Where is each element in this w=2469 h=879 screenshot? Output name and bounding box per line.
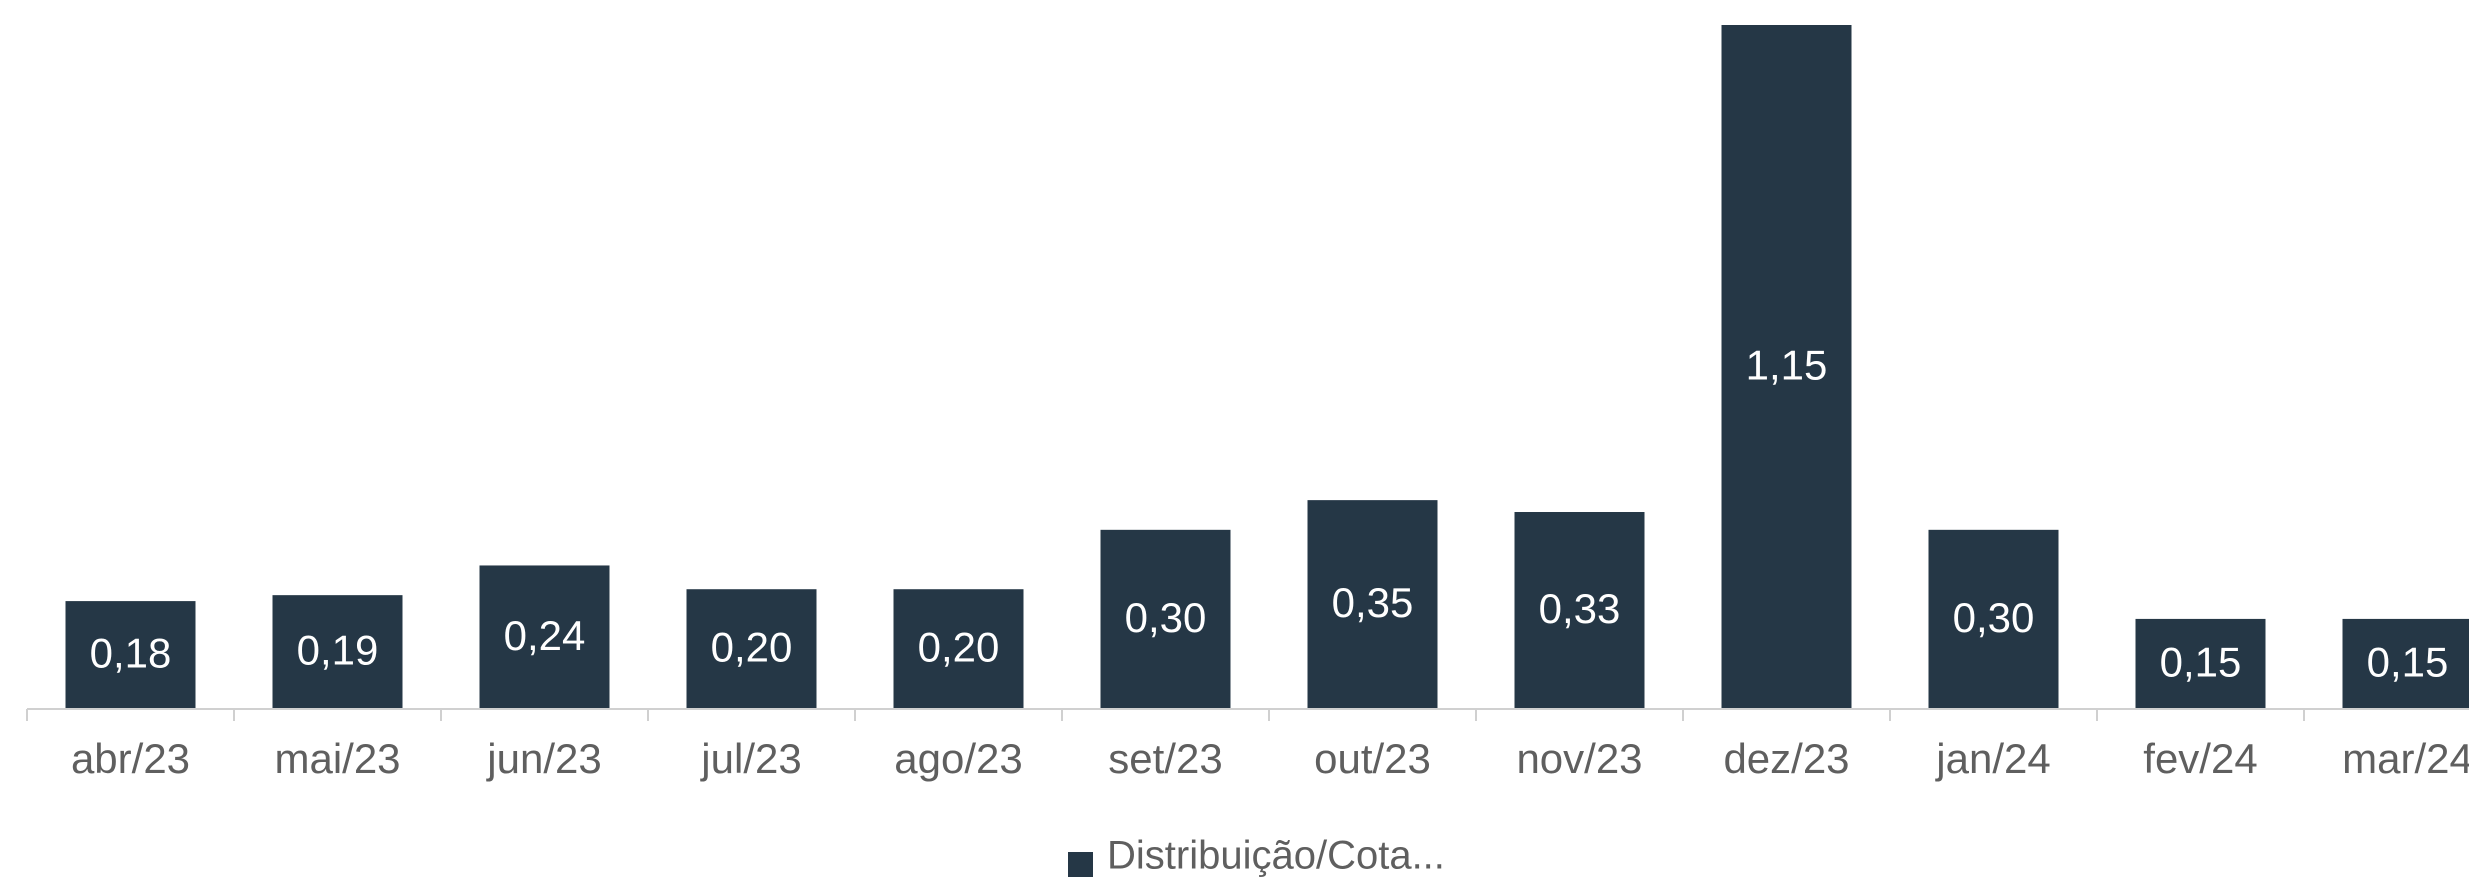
x-tick-label: jun/23 — [485, 735, 601, 782]
bar — [1721, 25, 1852, 708]
data-label: 0,15 — [2160, 639, 2242, 686]
legend-label: Distribuição/Cota... — [1107, 834, 1445, 878]
data-label: 0,30 — [1125, 594, 1207, 641]
legend-swatch — [1068, 852, 1093, 877]
data-label: 0,33 — [1539, 585, 1621, 632]
x-tick-label: out/23 — [1314, 735, 1431, 782]
data-label: 0,20 — [918, 624, 1000, 671]
x-tick-label: fev/24 — [2143, 735, 2257, 782]
data-label: 0,30 — [1953, 594, 2035, 641]
bar — [1307, 500, 1438, 708]
data-label: 0,18 — [90, 630, 172, 677]
bar — [1514, 512, 1645, 708]
bar — [1928, 529, 2059, 708]
x-tick-label: mar/24 — [2342, 735, 2469, 782]
x-tick-label: abr/23 — [71, 735, 190, 782]
data-label: 1,15 — [1746, 342, 1828, 389]
x-tick-label: mai/23 — [274, 735, 400, 782]
bar — [686, 589, 817, 708]
bar — [479, 565, 610, 708]
bar — [1100, 529, 1231, 708]
bar — [2135, 618, 2266, 708]
bar — [65, 601, 196, 708]
x-tick-label: dez/23 — [1723, 735, 1849, 782]
x-tick-label: nov/23 — [1516, 735, 1642, 782]
bar — [272, 595, 403, 708]
x-tick-label: jan/24 — [1934, 735, 2050, 782]
x-tick-label: set/23 — [1108, 735, 1222, 782]
data-label: 0,20 — [711, 624, 793, 671]
x-tick-label: jul/23 — [699, 735, 801, 782]
bar — [893, 589, 1024, 708]
data-label: 0,15 — [2367, 639, 2449, 686]
data-label: 0,35 — [1332, 579, 1414, 626]
data-label: 0,19 — [297, 627, 379, 674]
bar — [2342, 618, 2469, 708]
x-tick-label: ago/23 — [894, 735, 1022, 782]
data-label: 0,24 — [504, 612, 586, 659]
